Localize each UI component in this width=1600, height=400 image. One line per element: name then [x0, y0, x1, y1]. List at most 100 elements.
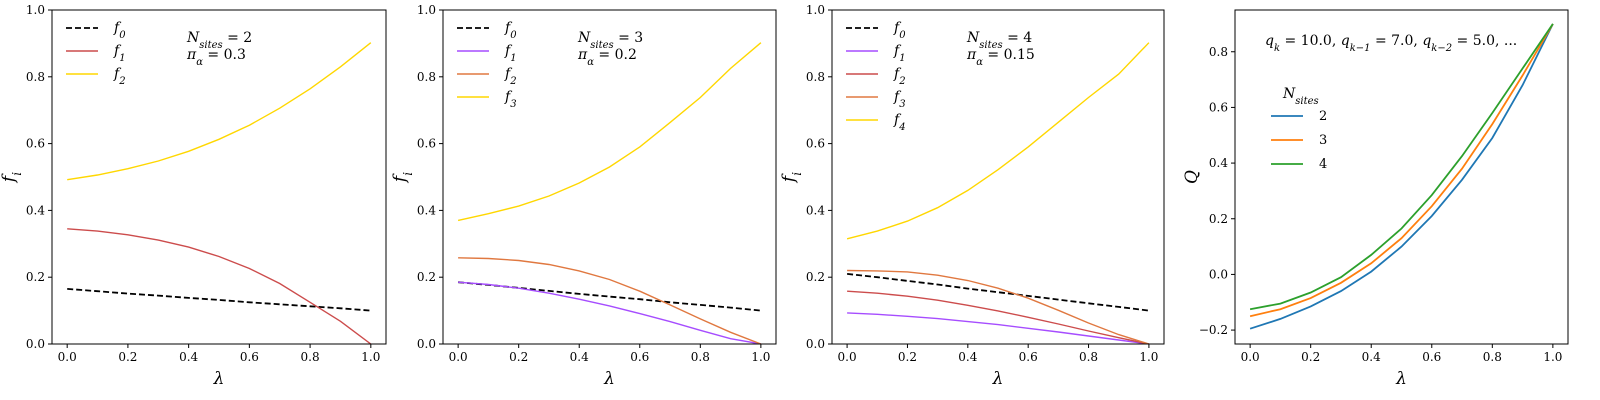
series-line-f0	[67, 288, 371, 312]
x-tick-label: 0.8	[1483, 350, 1502, 364]
x-tick-label: 1.0	[1139, 350, 1158, 364]
annotation-text: Nsites = 3	[577, 30, 643, 51]
annotation-text: πα = 0.2	[577, 47, 637, 68]
legend-label: f1	[893, 43, 906, 64]
y-tick-label: 1.0	[26, 3, 45, 17]
y-tick-label: 0.2	[1209, 212, 1228, 226]
x-tick-label: 1.0	[1543, 350, 1562, 364]
y-tick-label: 0.4	[417, 203, 436, 217]
chart-panel-2: 0.0 0.2 0.4 0.6 0.8 1.0 0.0 0.2 0.4 0.6 0.8 1.0 λ fi f…	[390, 3, 777, 389]
y-axis-label: fi	[779, 172, 804, 184]
series-line-f1	[67, 228, 372, 344]
y-tick-label: 0.4	[26, 203, 45, 217]
series-line-f2	[67, 42, 372, 181]
legend-label: f2	[113, 66, 126, 87]
x-tick-label: 0.8	[1079, 350, 1098, 364]
y-tick-label: 0.6	[806, 137, 825, 151]
annotation-text: πα = 0.15	[966, 47, 1035, 68]
y-tick-label: 0.8	[1209, 45, 1228, 59]
legend-label: f4	[893, 112, 906, 133]
x-tick-label: 1.0	[361, 350, 380, 364]
series-line-f3	[457, 42, 762, 222]
x-tick-label: 0.4	[958, 350, 977, 364]
chart-panel-3: 0.0 0.2 0.4 0.6 0.8 1.0 0.0 0.2 0.4 0.6 0.8 1.0 λ fi f…	[779, 3, 1165, 389]
y-tick-label: 0.4	[806, 203, 825, 217]
legend-label: f3	[504, 89, 517, 110]
y-tick-label: 0.6	[26, 137, 45, 151]
x-tick-label: 0.6	[240, 350, 259, 364]
series-line-f0	[847, 273, 1150, 312]
series-line-f3	[847, 269, 1150, 344]
series-line-f1	[847, 312, 1149, 344]
x-tick-label: 0.6	[630, 350, 649, 364]
legend-label: f0	[504, 20, 517, 41]
y-tick-label: 1.0	[417, 3, 436, 17]
legend-label: 4	[1319, 157, 1327, 172]
y-tick-label: 0.0	[1209, 267, 1228, 281]
x-axis-label: λ	[1395, 369, 1407, 389]
legend-label: 3	[1319, 133, 1327, 148]
legend-label: f0	[893, 20, 906, 41]
annotation-text: Nsites = 2	[186, 30, 252, 51]
x-tick-label: 0.0	[838, 350, 857, 364]
y-axis-label: fi	[0, 172, 24, 184]
y-axis-label: Q	[1182, 170, 1202, 184]
y-tick-label: 0.8	[26, 70, 45, 84]
annotation-text: Nsites = 4	[966, 30, 1032, 51]
legend-label: f1	[504, 43, 517, 64]
x-axis-label: λ	[213, 369, 225, 389]
series-line-f2	[847, 290, 1150, 344]
y-tick-label: 0.0	[26, 337, 45, 351]
x-tick-label: 0.6	[1422, 350, 1441, 364]
x-tick-label: 0.4	[570, 350, 589, 364]
axes-frame	[51, 9, 387, 345]
series-line-2	[1249, 23, 1554, 330]
legend-label: f1	[113, 43, 126, 64]
series-line-4	[1249, 23, 1554, 311]
x-tick-label: 0.2	[118, 350, 137, 364]
y-axis-label: fi	[390, 172, 415, 184]
x-tick-label: 1.0	[751, 350, 770, 364]
x-tick-label: 0.0	[58, 350, 77, 364]
y-tick-label: 0.6	[417, 137, 436, 151]
legend-label: 2	[1319, 109, 1327, 124]
legend-label: f2	[504, 66, 517, 87]
x-tick-label: 0.0	[1241, 350, 1260, 364]
x-tick-label: 0.0	[449, 350, 468, 364]
axes-frame	[831, 9, 1165, 345]
legend-label: f0	[113, 20, 126, 41]
legend-label: f2	[893, 66, 906, 87]
x-axis-label: λ	[992, 369, 1004, 389]
series-line-f1	[458, 281, 762, 344]
x-tick-label: 0.2	[898, 350, 917, 364]
x-tick-label: 0.8	[691, 350, 710, 364]
x-tick-label: 0.4	[179, 350, 198, 364]
x-tick-label: 0.8	[301, 350, 320, 364]
y-tick-label: 0.4	[1209, 156, 1228, 170]
x-tick-label: 0.4	[1362, 350, 1381, 364]
x-axis-label: λ	[603, 369, 615, 389]
annotation-text: qk = 10.0, qk−1 = 7.0, qk−2 = 5.0, ...	[1265, 33, 1517, 54]
y-tick-label: 0.6	[1209, 100, 1228, 114]
y-tick-label: 0.2	[417, 270, 436, 284]
chart-panel-4: 0.0 0.2 0.4 0.6 0.8 1.0 −0.2 0.0 0.2 0.4 0.6 0.8 λ Qq…	[1182, 9, 1569, 389]
series-line-3	[1249, 23, 1554, 318]
y-tick-label: 0.2	[26, 270, 45, 284]
y-tick-label: 0.8	[806, 70, 825, 84]
y-tick-label: 0.2	[806, 270, 825, 284]
series-line-f4	[846, 42, 1150, 240]
axes-frame	[1234, 9, 1569, 345]
chart-panel-1: 0.0 0.2 0.4 0.6 0.8 1.0 0.0 0.2 0.4 0.6 0.8 1.0 λ fi f…	[0, 3, 387, 389]
x-tick-label: 0.2	[1301, 350, 1320, 364]
annotation-text: πα = 0.3	[186, 47, 246, 68]
axes-frame	[442, 9, 777, 345]
legend-label: f3	[893, 89, 906, 110]
y-tick-label: −0.2	[1199, 323, 1228, 337]
series-line-f2	[458, 257, 762, 344]
x-tick-label: 0.2	[509, 350, 528, 364]
y-tick-label: 0.0	[417, 337, 436, 351]
y-tick-label: 0.0	[806, 337, 825, 351]
y-tick-label: 1.0	[806, 3, 825, 17]
legend-title: Nsites	[1282, 86, 1319, 107]
